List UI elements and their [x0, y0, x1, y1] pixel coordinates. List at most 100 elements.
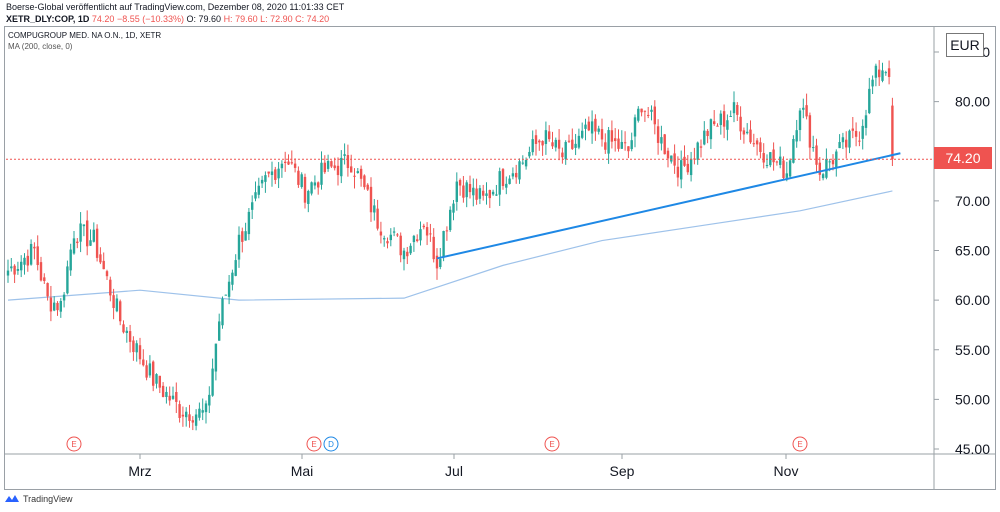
- candle-body: [86, 220, 89, 247]
- candle: [29, 239, 33, 266]
- currency-button[interactable]: EUR: [946, 33, 984, 57]
- candle-body: [76, 241, 79, 244]
- chart-frame[interactable]: [4, 26, 996, 490]
- candle-body: [607, 130, 610, 154]
- candle-body: [340, 157, 343, 177]
- candle-body: [548, 131, 551, 140]
- candle-body: [808, 115, 812, 148]
- candle-body: [396, 234, 399, 236]
- candle: [498, 167, 501, 206]
- candle: [274, 166, 277, 185]
- candle: [359, 165, 363, 187]
- footer[interactable]: TradingView: [4, 494, 73, 504]
- candle: [511, 167, 515, 180]
- candle-body: [633, 117, 637, 137]
- candle-body: [132, 340, 135, 353]
- candle-body: [488, 189, 491, 199]
- candle: [468, 175, 472, 199]
- candle: [234, 254, 237, 277]
- candle: [277, 162, 280, 189]
- candle: [650, 105, 653, 121]
- candle: [637, 106, 640, 123]
- candle: [435, 248, 439, 280]
- candle: [69, 243, 72, 276]
- candle: [356, 167, 359, 174]
- y-tick-label: 60.00: [955, 292, 990, 308]
- candle: [307, 189, 310, 213]
- candle: [845, 131, 848, 159]
- candle: [851, 116, 854, 139]
- candle: [330, 160, 333, 169]
- candle: [399, 232, 402, 263]
- candle-body: [505, 183, 508, 188]
- candle-body: [161, 385, 165, 397]
- candle-body: [640, 108, 643, 113]
- candle-body: [769, 152, 772, 166]
- candle: [445, 226, 449, 241]
- candle-body: [280, 163, 284, 169]
- trendline-layer[interactable]: [436, 152, 901, 260]
- candle: [105, 269, 109, 281]
- candle-body: [458, 180, 462, 186]
- candle: [260, 175, 264, 189]
- candle-body: [409, 245, 412, 254]
- candle: [122, 320, 125, 334]
- candle-body: [825, 158, 828, 178]
- candle: [841, 132, 845, 150]
- candle: [49, 285, 53, 322]
- candle-body: [564, 141, 567, 160]
- candle: [604, 133, 607, 154]
- candle: [656, 119, 660, 155]
- candle-body: [574, 143, 577, 148]
- earnings-marker[interactable]: E: [66, 436, 82, 452]
- candle: [102, 252, 105, 270]
- candle-body: [835, 151, 838, 168]
- candle-body: [670, 155, 673, 162]
- candle-body: [541, 140, 544, 146]
- dividend-marker[interactable]: D: [323, 436, 339, 452]
- candle-body: [449, 209, 452, 231]
- candle: [623, 131, 627, 151]
- candle-body: [257, 185, 260, 195]
- candle-body: [53, 302, 56, 311]
- candle: [795, 119, 798, 148]
- candle: [600, 118, 604, 147]
- last-price: 74.20: [91, 14, 115, 24]
- candle: [161, 382, 165, 398]
- open-value: O: 79.60: [186, 14, 222, 24]
- candle-body: [218, 321, 221, 341]
- candle: [584, 118, 587, 141]
- candle: [802, 98, 805, 119]
- earnings-marker[interactable]: E: [544, 436, 560, 452]
- moving-average: [7, 190, 893, 301]
- earnings-marker[interactable]: E: [306, 436, 322, 452]
- candle-body: [346, 155, 350, 169]
- candle-body: [178, 404, 181, 418]
- candle: [119, 299, 122, 326]
- candle-body: [69, 249, 72, 271]
- indicator-label[interactable]: MA (200, close, 0): [8, 42, 73, 51]
- candle-body: [26, 255, 29, 266]
- candle: [26, 249, 29, 272]
- candle-body: [109, 279, 112, 296]
- candle-body: [115, 298, 119, 312]
- candle: [99, 247, 102, 265]
- candle-body: [452, 203, 455, 213]
- candle-body: [33, 246, 36, 249]
- candle-body: [392, 231, 396, 233]
- candle-body: [818, 162, 821, 175]
- candle: [581, 122, 584, 140]
- earnings-marker[interactable]: E: [792, 436, 808, 452]
- candle-body: [412, 235, 416, 243]
- candle: [218, 313, 221, 341]
- candle: [89, 229, 92, 246]
- candle-body: [841, 137, 845, 143]
- candle: [788, 158, 792, 178]
- candle: [594, 114, 597, 141]
- x-tick-label: Sep: [610, 463, 635, 479]
- candle: [485, 182, 488, 205]
- candle: [854, 122, 858, 147]
- candle: [297, 166, 300, 188]
